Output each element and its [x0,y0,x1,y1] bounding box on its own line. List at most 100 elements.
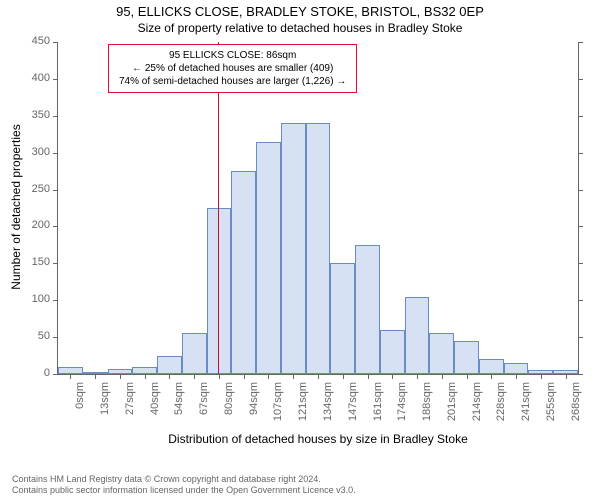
histogram-bar [429,333,454,374]
xtick-label: 121sqm [297,382,309,432]
ytick-label: 350 [10,109,50,121]
xtick-label: 241sqm [520,382,532,432]
histogram-bar [231,171,256,374]
axis-right [578,42,579,374]
y-axis-label: Number of detached properties [9,107,23,307]
histogram-bar [281,123,306,374]
ytick-label: 400 [10,72,50,84]
ytick-mark [53,153,58,154]
xtick-label: 40sqm [149,382,161,432]
ytick-mark [578,153,583,154]
annotation-line2: ← 25% of detached houses are smaller (40… [119,62,346,75]
histogram-bar [256,142,281,374]
footer-line2: Contains public sector information licen… [12,485,356,496]
histogram-bar [504,363,529,374]
xtick-mark [268,374,269,379]
x-axis-label: Distribution of detached houses by size … [58,432,578,446]
xtick-label: 268sqm [570,382,582,432]
xtick-label: 188sqm [421,382,433,432]
xtick-mark [293,374,294,379]
histogram-bar [380,330,405,374]
ytick-label: 0 [10,367,50,379]
xtick-label: 0sqm [74,382,86,432]
ytick-mark [578,79,583,80]
annotation-box: 95 ELLICKS CLOSE: 86sqm ← 25% of detache… [108,44,357,93]
histogram-bar [157,356,182,374]
histogram-bar [355,245,380,374]
xtick-mark [343,374,344,379]
xtick-mark [417,374,418,379]
axis-left [57,42,58,374]
xtick-label: 201sqm [446,382,458,432]
xtick-mark [169,374,170,379]
xtick-label: 67sqm [198,382,210,432]
xtick-label: 80sqm [223,382,235,432]
xtick-mark [95,374,96,379]
chart-title-line1: 95, ELLICKS CLOSE, BRADLEY STOKE, BRISTO… [0,4,600,19]
ytick-mark [578,337,583,338]
xtick-label: 134sqm [322,382,334,432]
ytick-mark [53,42,58,43]
xtick-mark [541,374,542,379]
ytick-mark [53,263,58,264]
ytick-label: 250 [10,183,50,195]
footer-attribution: Contains HM Land Registry data © Crown c… [12,474,356,497]
ytick-mark [578,226,583,227]
ytick-mark [578,263,583,264]
xtick-label: 107sqm [272,382,284,432]
xtick-label: 54sqm [173,382,185,432]
xtick-label: 13sqm [99,382,111,432]
xtick-mark [120,374,121,379]
ytick-mark [578,42,583,43]
histogram-bar [306,123,331,374]
chart-title-line2: Size of property relative to detached ho… [0,21,600,35]
ytick-mark [578,300,583,301]
xtick-label: 255sqm [545,382,557,432]
ytick-mark [53,79,58,80]
annotation-line3: 74% of semi-detached houses are larger (… [119,75,346,88]
ytick-mark [53,337,58,338]
xtick-mark [368,374,369,379]
histogram-bar [330,263,355,374]
histogram-bar [132,367,157,374]
xtick-mark [244,374,245,379]
ytick-label: 100 [10,293,50,305]
xtick-mark [70,374,71,379]
ytick-label: 450 [10,35,50,47]
footer-line1: Contains HM Land Registry data © Crown c… [12,474,356,485]
ytick-mark [578,190,583,191]
xtick-mark [392,374,393,379]
histogram-bar [182,333,207,374]
xtick-label: 228sqm [495,382,507,432]
ytick-label: 200 [10,219,50,231]
ytick-mark [578,374,583,375]
xtick-label: 161sqm [372,382,384,432]
ytick-label: 50 [10,330,50,342]
ytick-mark [53,190,58,191]
xtick-mark [318,374,319,379]
xtick-mark [219,374,220,379]
ytick-mark [53,226,58,227]
xtick-label: 174sqm [396,382,408,432]
annotation-line1: 95 ELLICKS CLOSE: 86sqm [119,49,346,62]
ytick-mark [53,116,58,117]
xtick-mark [491,374,492,379]
ytick-mark [53,300,58,301]
histogram-bar [479,359,504,374]
xtick-mark [194,374,195,379]
histogram-bar [58,367,83,374]
histogram-bar [405,297,430,374]
ytick-label: 150 [10,256,50,268]
xtick-label: 147sqm [347,382,359,432]
xtick-mark [442,374,443,379]
xtick-mark [145,374,146,379]
xtick-label: 94sqm [248,382,260,432]
xtick-label: 27sqm [124,382,136,432]
ytick-mark [578,116,583,117]
xtick-mark [566,374,567,379]
ytick-label: 300 [10,146,50,158]
xtick-label: 214sqm [471,382,483,432]
xtick-mark [467,374,468,379]
xtick-mark [516,374,517,379]
histogram-bar [454,341,479,374]
